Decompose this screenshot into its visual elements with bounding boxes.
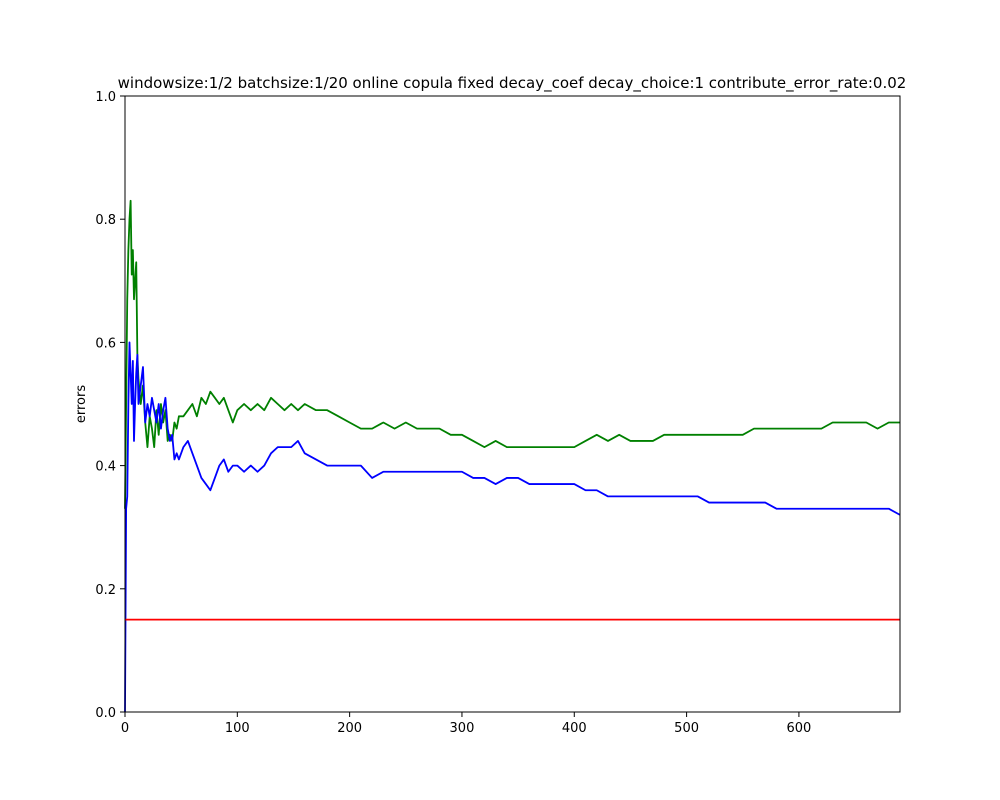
y-tick-label: 1.0: [95, 90, 116, 105]
x-tick-label: 200: [337, 721, 362, 736]
chart-title: windowsize:1/2 batchsize:1/20 online cop…: [118, 74, 907, 93]
y-tick-label: 0.2: [95, 583, 116, 598]
x-tick-label: 300: [450, 721, 475, 736]
y-tick-label: 0.6: [95, 336, 116, 351]
y-tick-label: 0.4: [95, 460, 116, 475]
green-series-line: [124, 199, 900, 509]
x-tick-label: 600: [786, 721, 811, 736]
blue-series-line: [124, 341, 901, 713]
y-axis-ticks: 0.0 0.2 0.4 0.6 0.8 1.0: [95, 90, 125, 721]
x-axis-ticks: 0 100 200 300 400 500 600: [121, 712, 811, 736]
plot-lines: [124, 199, 901, 713]
x-tick-label: 100: [225, 721, 250, 736]
x-tick-label: 400: [562, 721, 587, 736]
y-axis-label: errors: [74, 385, 89, 423]
x-tick-label: 500: [674, 721, 699, 736]
y-tick-label: 0.0: [95, 706, 116, 721]
x-tick-label: 0: [121, 721, 129, 736]
plot-frame: [124, 95, 901, 713]
y-tick-label: 0.8: [95, 213, 116, 228]
